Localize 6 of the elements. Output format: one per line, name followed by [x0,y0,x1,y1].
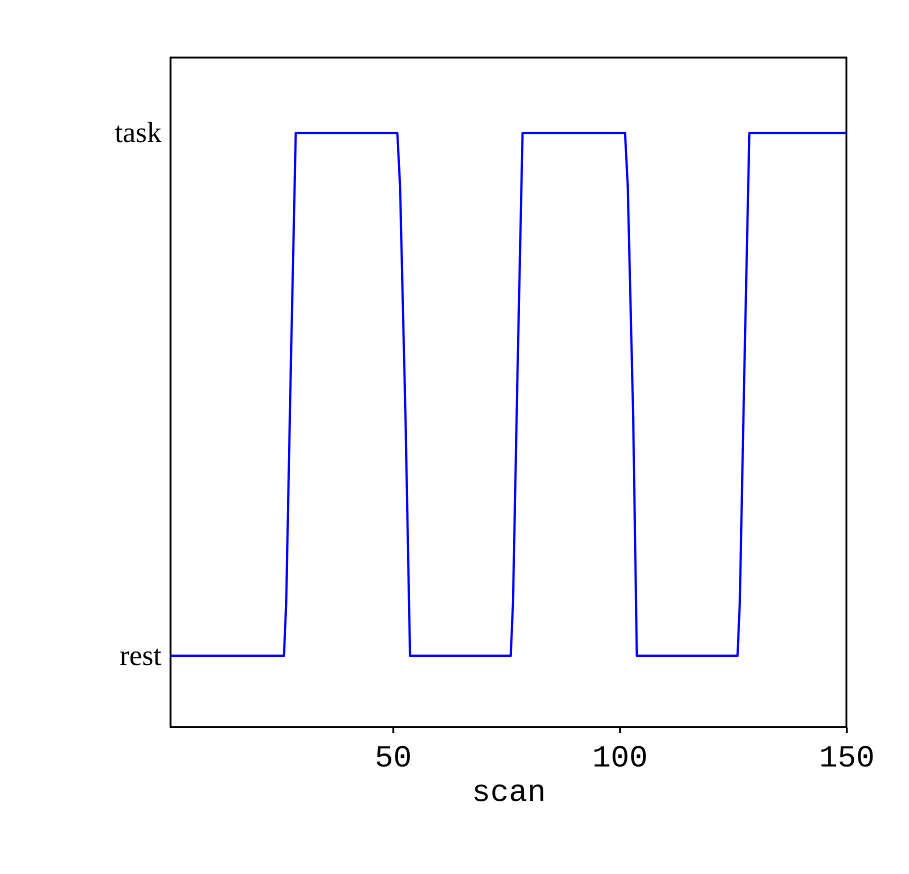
x-tick-label: 150 [819,742,875,777]
x-tick-label: 100 [592,742,648,777]
x-tick-label: 50 [374,742,412,777]
x-axis-title: scan [472,776,546,812]
text: rest [120,640,162,672]
text: task [114,117,162,150]
